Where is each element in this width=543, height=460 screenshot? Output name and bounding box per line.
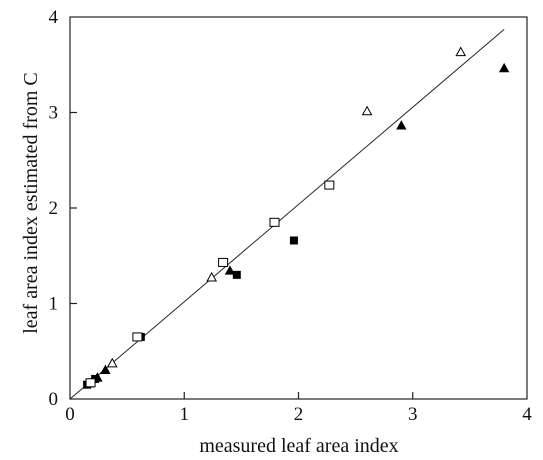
x-tick-label: 4 bbox=[522, 404, 532, 425]
open-square-point bbox=[269, 217, 280, 227]
plot-border bbox=[69, 16, 528, 400]
y-tick-label: 1 bbox=[49, 294, 59, 315]
open-square-point bbox=[218, 257, 229, 267]
axis-ticks: 0 1 2 3 4 0 1 2 3 4 bbox=[49, 7, 533, 425]
filled-triangle-point bbox=[498, 62, 510, 73]
filled-square-point bbox=[289, 236, 298, 245]
filled-triangle-point bbox=[224, 265, 236, 275]
x-tick-label: 1 bbox=[180, 404, 190, 425]
open-triangle-point bbox=[361, 105, 373, 116]
plot-frame bbox=[69, 16, 528, 400]
y-tick-label: 4 bbox=[49, 7, 59, 28]
y-tick-label: 2 bbox=[49, 198, 59, 219]
reference-line-layer bbox=[69, 29, 505, 400]
x-tick-label: 0 bbox=[65, 404, 75, 425]
open-triangle-point bbox=[106, 357, 118, 368]
open-square-point bbox=[324, 180, 335, 190]
open-square-point bbox=[85, 378, 96, 388]
open-square-point bbox=[132, 332, 143, 342]
x-tick-label: 3 bbox=[408, 404, 418, 425]
x-tick-label: 2 bbox=[294, 404, 304, 425]
open-triangle-point bbox=[455, 46, 467, 57]
y-axis-label: leaf area index estimated from C bbox=[20, 72, 42, 334]
reference-line bbox=[69, 29, 505, 400]
filled-triangle-point bbox=[396, 120, 407, 130]
filled-triangle-point bbox=[100, 364, 111, 374]
y-tick-label: 3 bbox=[49, 103, 59, 124]
y-tick-label: 0 bbox=[49, 389, 59, 410]
data-points bbox=[83, 46, 510, 389]
filled-square-point bbox=[232, 270, 241, 279]
x-axis-label: measured leaf area index bbox=[199, 435, 398, 457]
open-triangle-point bbox=[206, 271, 218, 282]
